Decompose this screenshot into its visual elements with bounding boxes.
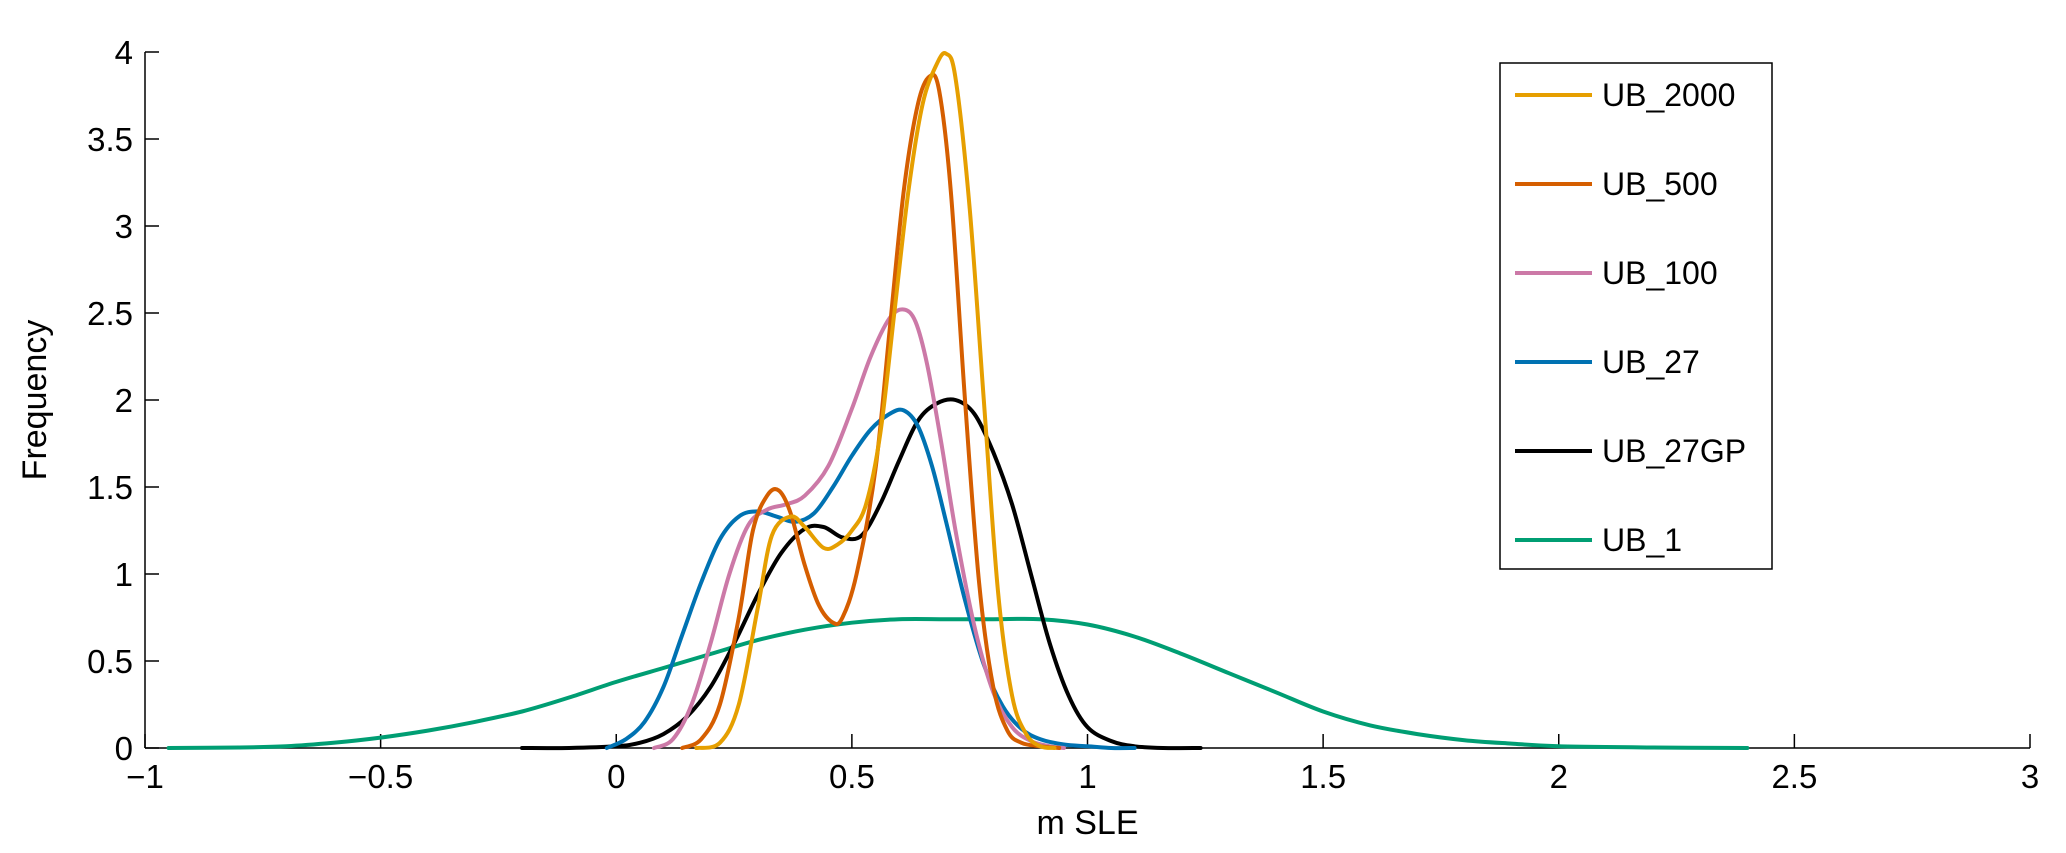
y-tick-label: 3.5	[87, 121, 133, 158]
series-line-ub-500	[680, 72, 1062, 750]
x-tick-label: 1	[1078, 758, 1096, 795]
y-tick-label: 1	[115, 556, 133, 593]
series-layer	[166, 51, 1750, 751]
y-axis: 0 0.5 1 1.5 2 2.5 3 3.5 4	[87, 34, 159, 767]
x-axis: −1 −0.5 0 0.5 1 1.5 2 2.5 3	[126, 734, 2039, 795]
x-tick-label: 0.5	[829, 758, 875, 795]
series-line-ub-27gp	[520, 397, 1203, 751]
legend-label: UB_27	[1602, 344, 1700, 380]
x-tick-label: 2.5	[1771, 758, 1817, 795]
x-axis-label: m SLE	[1036, 804, 1138, 842]
legend: UB_2000 UB_500 UB_100 UB_27 UB_27GP UB_1	[1499, 62, 1773, 570]
y-axis-label: Frequency	[16, 320, 54, 481]
legend-label: UB_100	[1602, 255, 1718, 291]
x-tick-label: 2	[1550, 758, 1568, 795]
y-tick-label: 1.5	[87, 469, 133, 506]
legend-item: UB_1	[1515, 522, 1682, 558]
y-tick-label: 0	[115, 730, 133, 767]
legend-item: UB_100	[1515, 255, 1718, 291]
y-tick-label: 4	[115, 34, 133, 71]
series-line-ub-1	[166, 616, 1750, 750]
x-tick-label: −0.5	[348, 758, 413, 795]
legend-item: UB_2000	[1515, 77, 1735, 113]
series-line-ub-2000	[694, 51, 1057, 750]
x-tick-label: −1	[126, 758, 164, 795]
legend-label: UB_2000	[1602, 77, 1735, 113]
legend-box	[1499, 62, 1773, 570]
x-tick-label: 1.5	[1300, 758, 1346, 795]
legend-label: UB_1	[1602, 522, 1682, 558]
y-tick-label: 3	[115, 208, 133, 245]
legend-item: UB_27GP	[1515, 433, 1746, 469]
x-tick-label: 0	[607, 758, 625, 795]
legend-item: UB_27	[1515, 344, 1700, 380]
x-tick-label: 3	[2021, 758, 2039, 795]
legend-label: UB_27GP	[1602, 433, 1746, 469]
legend-label: UB_500	[1602, 166, 1718, 202]
y-tick-label: 2.5	[87, 295, 133, 332]
y-tick-label: 0.5	[87, 643, 133, 680]
legend-item: UB_500	[1515, 166, 1718, 202]
series-line-ub-27	[604, 407, 1137, 751]
y-tick-label: 2	[115, 382, 133, 419]
